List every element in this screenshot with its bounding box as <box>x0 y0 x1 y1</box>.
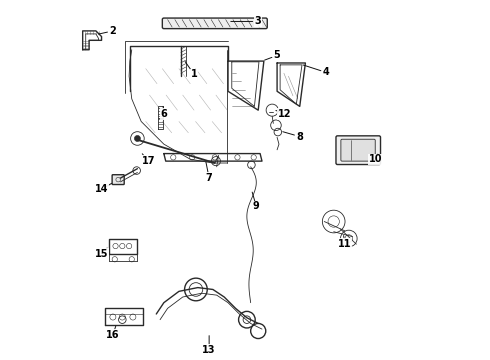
Text: 13: 13 <box>202 345 216 355</box>
Text: 15: 15 <box>95 249 108 258</box>
Text: 2: 2 <box>109 26 116 36</box>
Text: 7: 7 <box>206 173 213 183</box>
Text: 9: 9 <box>253 202 260 211</box>
Circle shape <box>134 135 141 141</box>
FancyBboxPatch shape <box>162 18 267 29</box>
Text: 5: 5 <box>274 50 280 60</box>
Text: 14: 14 <box>95 184 108 194</box>
FancyBboxPatch shape <box>336 136 381 165</box>
Text: 16: 16 <box>106 330 120 340</box>
Text: 4: 4 <box>323 67 330 77</box>
Text: 3: 3 <box>255 17 262 26</box>
Text: 10: 10 <box>368 154 382 164</box>
Text: 17: 17 <box>142 156 155 166</box>
FancyBboxPatch shape <box>341 139 375 161</box>
Text: 8: 8 <box>296 132 303 141</box>
Text: 12: 12 <box>278 109 292 119</box>
Text: 1: 1 <box>191 69 197 79</box>
Text: 11: 11 <box>338 239 352 249</box>
FancyBboxPatch shape <box>112 175 124 185</box>
Text: 6: 6 <box>160 109 167 119</box>
